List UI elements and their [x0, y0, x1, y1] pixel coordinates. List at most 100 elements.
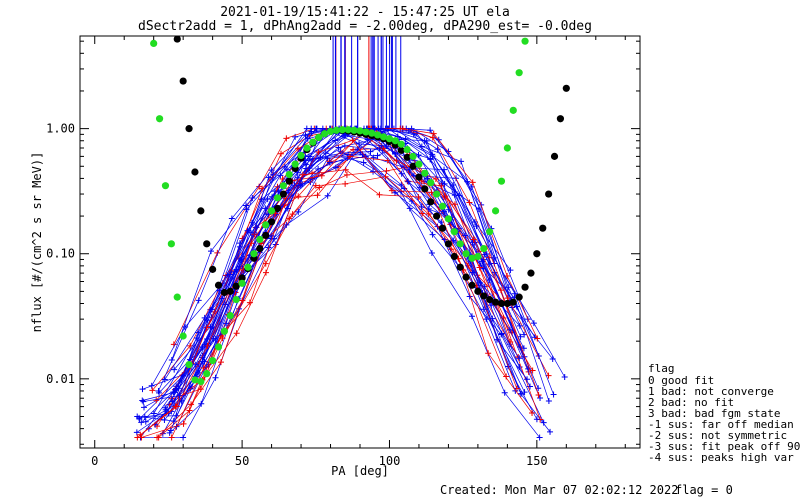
fit-point [256, 244, 264, 253]
trace-point [176, 392, 183, 399]
trace-point [239, 235, 246, 242]
trace-point [138, 419, 145, 426]
peak-marker-lines [332, 36, 402, 128]
trace-point [498, 330, 505, 337]
trace-point [168, 434, 175, 441]
fit-point [468, 281, 476, 289]
trace-point [315, 165, 322, 172]
trace-point [468, 313, 475, 320]
trace-point [268, 167, 275, 174]
fit-point [185, 125, 193, 133]
trace-point [259, 185, 266, 192]
trace-point [133, 429, 140, 436]
fit-point [232, 282, 240, 290]
fit-point [491, 298, 500, 306]
trace-point [501, 389, 508, 396]
trace-point [228, 215, 235, 222]
trace-point [434, 146, 441, 153]
trace-point [148, 382, 155, 389]
fit-point [321, 130, 329, 138]
trace-line [162, 145, 518, 434]
trace-point [192, 361, 199, 368]
fit-point [491, 207, 500, 215]
trace-point [313, 125, 320, 132]
green-fit-curve [150, 37, 529, 386]
fit-point [497, 299, 506, 308]
trace-point [208, 248, 215, 255]
fit-point [238, 279, 246, 287]
trace-point [511, 290, 518, 297]
fit-point [226, 287, 234, 295]
fit-point [161, 182, 170, 190]
fit-point [556, 115, 565, 123]
trace-point [295, 208, 302, 215]
fit-point [197, 207, 205, 215]
trace-point [469, 269, 476, 276]
fit-point [185, 360, 193, 369]
trace-point [547, 428, 554, 435]
fit-point [456, 240, 464, 248]
trace-point [537, 394, 544, 401]
trace-point [428, 189, 435, 196]
fit-point [338, 126, 346, 134]
fit-point [179, 77, 187, 85]
trace-point [377, 125, 384, 132]
trace-point [370, 168, 377, 175]
trace-point [141, 404, 147, 411]
trace-point [561, 373, 568, 380]
trace-point [262, 205, 269, 212]
fit-point [480, 292, 488, 300]
fit-point [539, 224, 547, 232]
trace-point [319, 125, 326, 132]
fit-point [509, 106, 517, 114]
fit-point [545, 190, 553, 198]
trace-point [295, 193, 302, 200]
trace-point [464, 178, 471, 185]
fit-point [297, 151, 305, 160]
trace-point [419, 210, 426, 217]
trace-line [154, 153, 540, 438]
trace-point [533, 416, 540, 423]
fit-point [344, 126, 352, 134]
x-tick-label: 0 [91, 454, 98, 468]
trace-point [149, 387, 156, 394]
fit-point [226, 312, 234, 320]
trace-line [164, 134, 520, 408]
fit-point [238, 274, 246, 282]
trace-point [244, 227, 251, 234]
trace-point [432, 175, 439, 182]
fit-curves [150, 35, 570, 386]
fit-point [267, 207, 276, 215]
trace-point [314, 192, 321, 199]
fit-point [191, 376, 199, 384]
trace-point [346, 153, 353, 160]
trace-point [516, 322, 523, 329]
fit-point [515, 293, 523, 301]
fit-point [403, 153, 411, 161]
trace-point [318, 172, 325, 179]
fit-point [562, 84, 570, 92]
flag-value: flag = 0 [675, 483, 733, 497]
trace-line [158, 165, 529, 438]
trace-point [430, 130, 437, 137]
trace-point [536, 434, 543, 441]
fit-point [315, 133, 323, 142]
fit-point [450, 252, 458, 261]
fit-point [209, 356, 217, 365]
fit-point [486, 295, 494, 304]
trace-point [196, 369, 203, 376]
fit-point [203, 240, 211, 248]
fit-point [550, 152, 559, 160]
trace-point [360, 159, 367, 166]
trace-point [315, 148, 322, 155]
trace-point [342, 180, 349, 187]
measurement-trace [159, 142, 520, 437]
trace-point [134, 434, 141, 441]
fit-point [433, 212, 441, 220]
fit-point [220, 288, 229, 297]
x-tick-label: 150 [526, 454, 548, 468]
trace-point [530, 320, 537, 327]
trace-point [332, 164, 339, 171]
x-tick-label: 50 [235, 454, 249, 468]
